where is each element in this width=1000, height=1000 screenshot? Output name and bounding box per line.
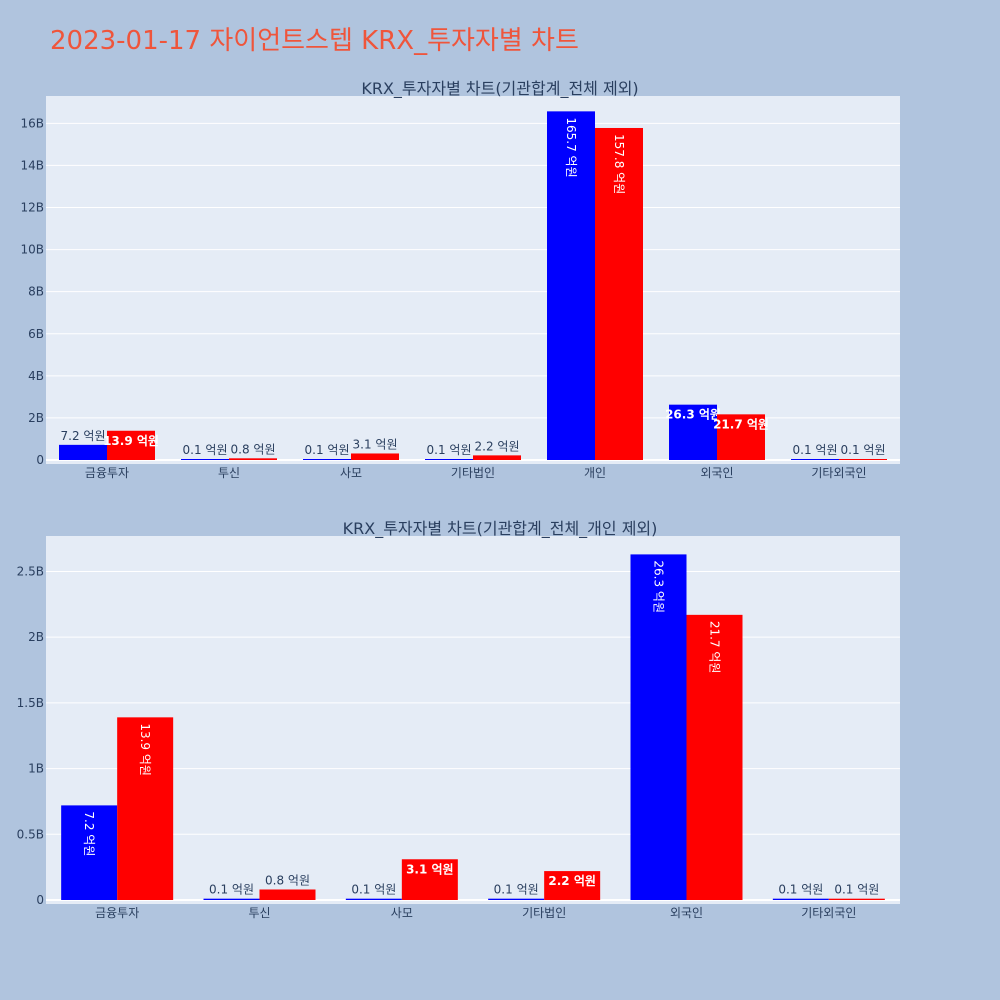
- chart-title: KRX_투자자별 차트(기관합계_전체 제외): [361, 79, 638, 99]
- bar-buy[interactable]: [473, 455, 521, 460]
- bar-value-label: 0.1 억원: [183, 443, 228, 457]
- bar-value-label: 157.8 억원: [612, 134, 626, 194]
- x-tick-label: 사모: [391, 906, 413, 920]
- bar-buy[interactable]: [351, 453, 399, 460]
- bar-value-label: 3.1 억원: [353, 437, 398, 451]
- x-tick-label: 사모: [340, 466, 362, 480]
- bar-value-label: 7.2 억원: [82, 811, 96, 856]
- y-tick-label: 8B: [28, 285, 44, 299]
- bar-buy[interactable]: [839, 459, 887, 460]
- y-tick-label: 6B: [28, 327, 44, 341]
- y-tick-label: 0.5B: [17, 827, 44, 841]
- y-tick-label: 14B: [20, 158, 44, 172]
- bar-value-label: 0.1 억원: [778, 883, 823, 897]
- bar-sell[interactable]: [345, 898, 402, 900]
- bar-value-label: 2.2 억원: [475, 439, 520, 453]
- y-tick-label: 1.5B: [17, 696, 44, 710]
- x-tick-label: 금융투자: [95, 906, 139, 920]
- bar-value-label: 0.1 억원: [841, 443, 886, 457]
- bar-buy[interactable]: [117, 717, 174, 900]
- chart-title: KRX_투자자별 차트(기관합계_전체_개인 제외): [343, 519, 658, 539]
- x-tick-label: 기타법인: [522, 906, 566, 920]
- bar-buy[interactable]: [717, 414, 765, 460]
- bar-value-label: 2.2 억원: [548, 874, 596, 888]
- bar-value-label: 7.2 억원: [61, 429, 106, 443]
- bar-sell[interactable]: [59, 444, 107, 460]
- y-tick-label: 2B: [28, 411, 44, 425]
- bar-value-label: 0.8 억원: [265, 873, 310, 887]
- y-tick-label: 10B: [20, 243, 44, 257]
- bar-value-label: 13.9 억원: [103, 434, 159, 448]
- bar-sell[interactable]: [772, 898, 829, 900]
- page-title: 2023-01-17 자이언트스텝 KRX_투자자별 차트: [50, 26, 579, 56]
- bar-sell[interactable]: [547, 111, 595, 461]
- y-tick-label: 2B: [28, 630, 44, 644]
- plot-area: [46, 96, 900, 464]
- bar-buy[interactable]: [259, 889, 316, 900]
- bar-buy[interactable]: [828, 898, 885, 900]
- x-tick-label: 개인: [584, 466, 606, 480]
- bar-value-label: 0.1 억원: [793, 443, 838, 457]
- bar-value-label: 13.9 억원: [138, 723, 152, 776]
- bar-value-label: 3.1 억원: [406, 862, 454, 876]
- bar-value-label: 26.3 억원: [652, 560, 666, 613]
- bar-sell[interactable]: [181, 459, 229, 460]
- bar-value-label: 0.1 억원: [427, 443, 472, 457]
- bar-buy[interactable]: [544, 871, 601, 900]
- y-tick-label: 1B: [28, 762, 44, 776]
- bar-buy[interactable]: [401, 859, 458, 900]
- y-tick-label: 4B: [28, 369, 44, 383]
- bar-sell[interactable]: [488, 898, 545, 900]
- bar-value-label: 0.1 억원: [834, 883, 879, 897]
- x-tick-label: 기타법인: [451, 466, 495, 480]
- x-tick-label: 외국인: [700, 466, 733, 480]
- bar-sell[interactable]: [630, 554, 687, 900]
- y-tick-label: 0: [36, 453, 44, 467]
- bar-buy[interactable]: [595, 127, 643, 460]
- bar-sell[interactable]: [425, 459, 473, 460]
- chart-bottom: KRX_투자자별 차트(기관합계_전체_개인 제외) 0 0.5B 1B 1.5B 2B…: [17, 519, 900, 920]
- y-tick-label: 2.5B: [17, 564, 44, 578]
- plot-area: [46, 536, 900, 904]
- x-tick-label: 투신: [248, 906, 270, 920]
- bar-sell[interactable]: [791, 459, 839, 460]
- bar-sell[interactable]: [303, 459, 351, 460]
- y-tick-label: 12B: [20, 201, 44, 215]
- x-tick-label: 투신: [218, 466, 240, 480]
- y-tick-label: 0: [36, 893, 44, 907]
- bar-value-label: 0.8 억원: [231, 442, 276, 456]
- x-tick-label: 외국인: [670, 906, 703, 920]
- bar-buy[interactable]: [107, 430, 155, 460]
- bar-value-label: 26.3 억원: [665, 408, 721, 422]
- x-tick-label: 기타외국인: [811, 466, 866, 480]
- bar-value-label: 21.7 억원: [713, 417, 769, 431]
- bar-buy[interactable]: [686, 614, 743, 900]
- bar-value-label: 0.1 억원: [494, 883, 539, 897]
- chart-top: KRX_투자자별 차트(기관합계_전체 제외) 0 2B 4B 6B 8B 10B 12B 1…: [20, 79, 900, 480]
- bar-sell[interactable]: [669, 404, 717, 460]
- bar-value-label: 0.1 억원: [351, 883, 396, 897]
- bar-buy[interactable]: [229, 458, 277, 460]
- y-tick-label: 16B: [20, 116, 44, 130]
- bar-sell[interactable]: [203, 898, 260, 900]
- x-tick-label: 기타외국인: [801, 906, 856, 920]
- bar-value-label: 0.1 억원: [305, 443, 350, 457]
- bar-sell[interactable]: [61, 805, 118, 900]
- bar-value-label: 0.1 억원: [209, 883, 254, 897]
- x-tick-label: 금융투자: [85, 466, 129, 480]
- bar-value-label: 21.7 억원: [708, 621, 722, 674]
- bar-value-label: 165.7 억원: [564, 117, 578, 177]
